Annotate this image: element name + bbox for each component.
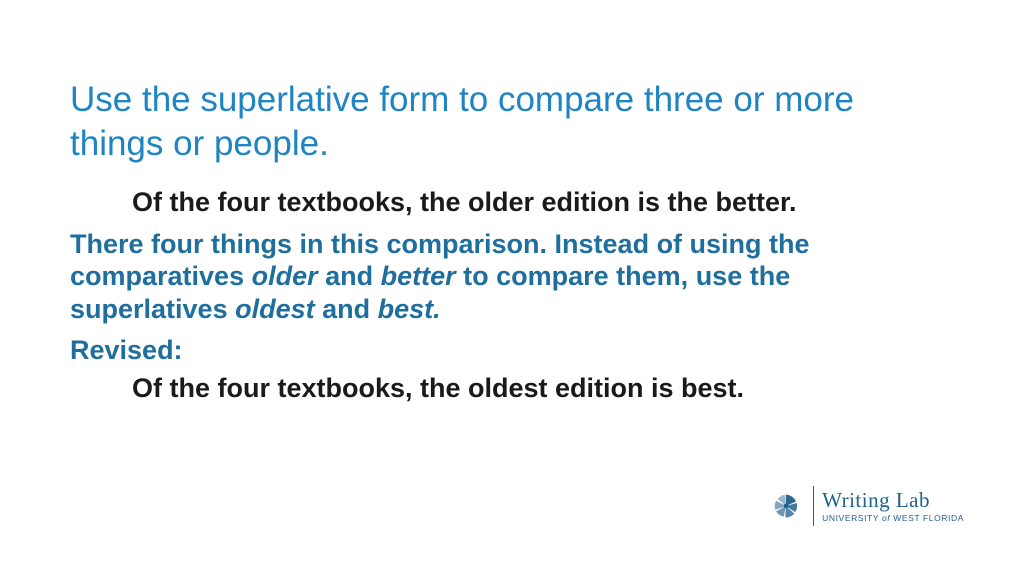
logo-sub-text: UNIVERSITY of WEST FLORIDA (822, 514, 964, 523)
slide-content: Use the superlative form to compare thre… (0, 0, 1024, 404)
logo-sub-suffix: WEST FLORIDA (890, 513, 964, 523)
example-incorrect: Of the four textbooks, the older edition… (70, 186, 954, 218)
example-revised: Of the four textbooks, the oldest editio… (70, 372, 954, 404)
logo-divider (813, 486, 814, 526)
logo-sub-of: of (882, 513, 890, 523)
logo-sub-prefix: UNIVERSITY (822, 513, 882, 523)
explain-word-best: best. (378, 294, 441, 324)
explain-word-older: older (252, 261, 318, 291)
footer-logo: Writing Lab UNIVERSITY of WEST FLORIDA (767, 486, 964, 526)
revised-label: Revised: (70, 335, 954, 366)
explain-part2: and (318, 261, 381, 291)
explanation-text: There four things in this comparison. In… (70, 228, 954, 325)
explain-word-better: better (381, 261, 456, 291)
logo-text: Writing Lab UNIVERSITY of WEST FLORIDA (822, 490, 964, 523)
logo-main-text: Writing Lab (822, 490, 964, 511)
nautilus-icon (767, 487, 805, 525)
slide-title: Use the superlative form to compare thre… (70, 78, 954, 166)
explain-word-oldest: oldest (235, 294, 315, 324)
explain-part4: and (315, 294, 378, 324)
